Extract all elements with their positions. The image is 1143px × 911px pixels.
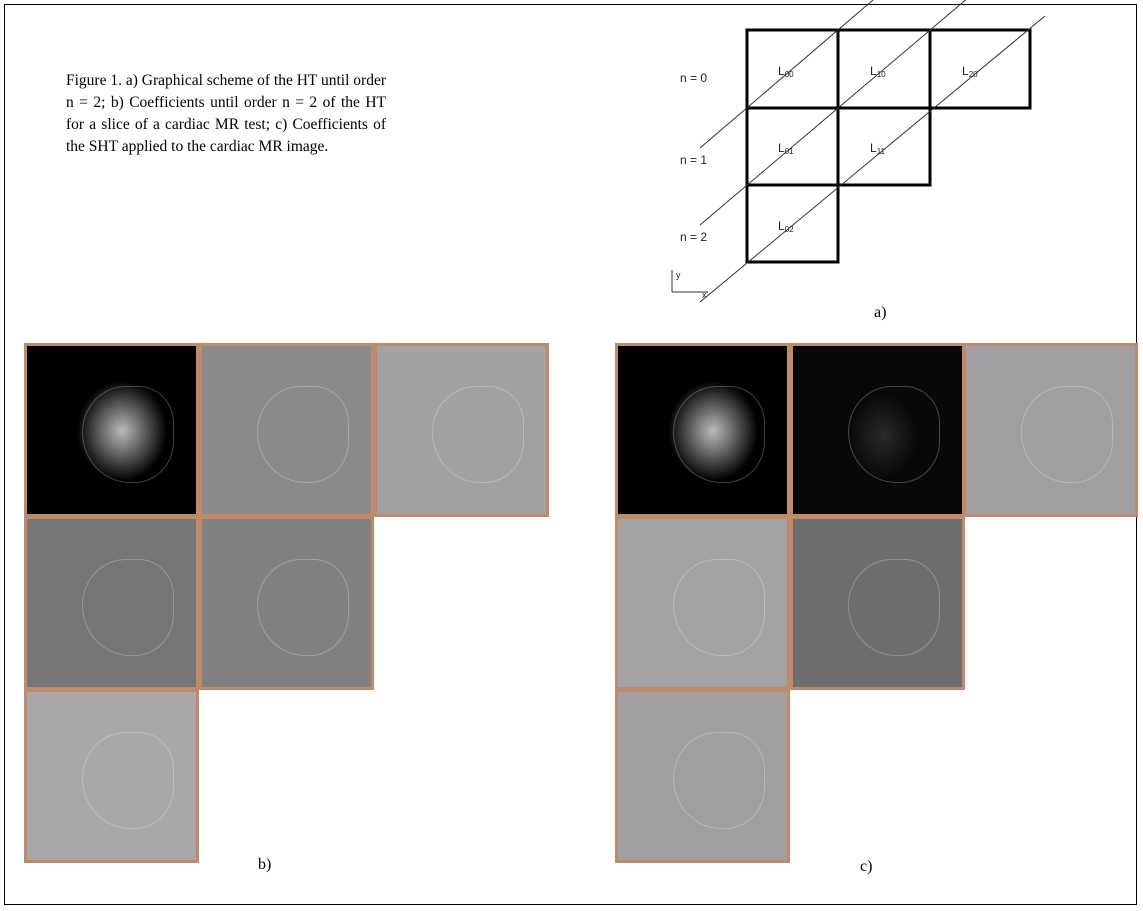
panel-label: c)	[860, 858, 872, 876]
order-label: n = 2	[680, 230, 707, 244]
image-tile	[615, 689, 790, 863]
panel-label: a)	[874, 304, 886, 321]
image-tile	[790, 343, 965, 517]
image-tile	[24, 343, 199, 517]
page: Figure 1. a) Graphical scheme of the HT …	[0, 0, 1143, 911]
image-tile	[963, 343, 1138, 517]
cell-label: L20	[962, 64, 978, 79]
order-label: n = 0	[680, 71, 707, 85]
order-label: n = 1	[680, 153, 707, 167]
cell-label: L00	[778, 64, 794, 79]
image-tile	[615, 343, 790, 517]
image-tile	[615, 516, 790, 690]
image-tile	[199, 343, 374, 517]
image-tile	[24, 516, 199, 690]
image-tile	[374, 343, 549, 517]
image-tile	[24, 689, 199, 863]
axis-label: y	[676, 270, 681, 280]
cell-label: L02	[778, 219, 794, 234]
image-tile	[199, 516, 374, 690]
cell-label: L11	[870, 141, 886, 156]
image-tile	[790, 516, 965, 690]
ht-diagram: L00 L10 L20 L01 L11 L02 n = 0 n = 1 n = …	[0, 0, 1143, 330]
panel-label: b)	[258, 856, 271, 874]
cell-label: L01	[778, 141, 794, 156]
cell-label: L10	[870, 64, 886, 79]
